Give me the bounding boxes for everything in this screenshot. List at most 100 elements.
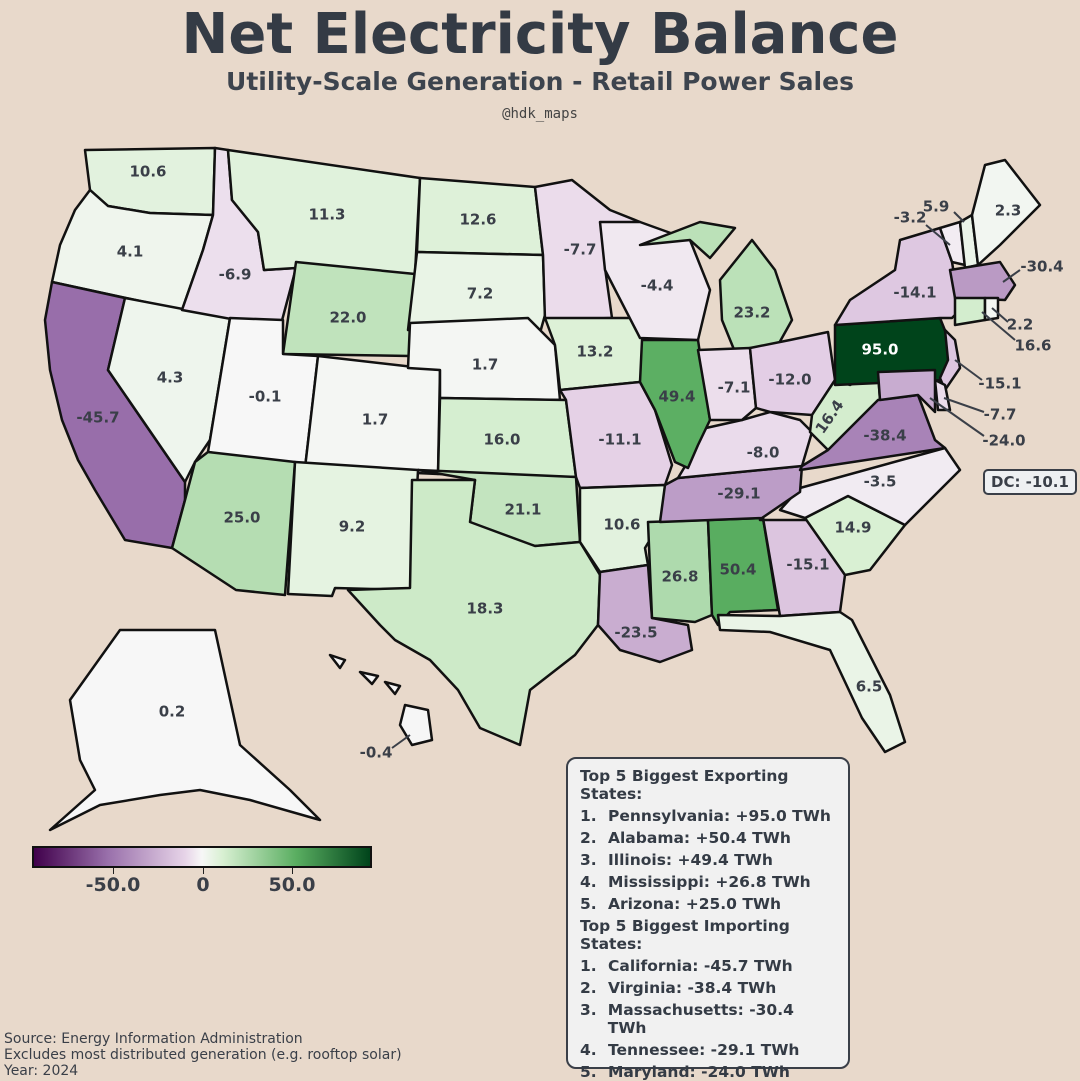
colorbar-tick-label: 50.0 [268,874,316,896]
state-nc [778,446,962,527]
exporter-row: 1. Pennsylvania: +95.0 TWh [580,807,831,825]
state-value-ri: 2.2 [1007,316,1034,334]
exporter-row: 2. Alabama: +50.4 TWh [580,829,791,847]
state-value-ut: -0.1 [249,388,282,406]
author-handle: @hdk_maps [502,106,578,122]
state-value-ar: 10.6 [603,516,640,534]
state-value-sc: 14.9 [834,519,871,537]
state-value-sd: 7.2 [467,285,494,303]
state-value-mo: -11.1 [598,431,641,449]
state-wi [598,220,712,342]
state-value-or: 4.1 [117,243,144,261]
state-ny [833,226,962,327]
exporter-row: 5. Arizona: +25.0 TWh [580,895,782,913]
exporter-row: 4. Mississippi: +26.8 TWh [580,873,811,891]
importer-row: 5. Maryland: -24.0 TWh [580,1063,790,1081]
state-ma [948,260,1017,302]
state-value-mn: -7.7 [564,241,597,259]
state-value-mi: 23.2 [733,304,770,322]
state-value-nm: 9.2 [339,518,366,536]
state-fl [716,610,907,754]
colorbar-tick [292,868,293,874]
leader-line-nj [954,359,983,381]
state-value-mt: 11.3 [308,206,345,224]
state-value-ok: 21.1 [504,501,541,519]
state-value-wi: -4.4 [641,277,674,295]
colorbar [32,846,372,868]
state-value-az: 25.0 [223,509,260,527]
state-value-id: -6.9 [219,266,252,284]
state-value-la: -23.5 [614,624,657,642]
year-text: Year: 2024 [4,1063,79,1079]
state-value-co: 1.7 [362,411,389,429]
state-value-ks: 16.0 [483,431,520,449]
state-de [933,378,952,412]
state-value-ny: -14.1 [893,284,936,302]
leader-line-ma [1002,269,1021,283]
state-value-ga: -15.1 [786,556,829,574]
state-ct [953,296,987,327]
state-value-nc: -3.5 [864,473,897,491]
state-value-hi: -0.4 [360,744,393,762]
state-value-nd: 12.6 [459,211,496,229]
source-note: Source: Energy Information Administratio… [4,1031,402,1079]
state-value-ak: 0.2 [159,703,186,721]
leader-line-ri [991,307,1009,323]
state-value-va: -38.4 [863,427,906,445]
state-value-in: -7.1 [718,379,751,397]
importer-row: 2. Virginia: -38.4 TWh [580,979,777,997]
state-tx [346,478,602,747]
state-value-al: 50.4 [719,561,756,579]
importer-row: 1. California: -45.7 TWh [580,957,793,975]
colorbar-tick [203,868,204,874]
state-value-ca: -45.7 [76,409,119,427]
colorbar-tick-label: 0 [196,874,210,896]
importers-title: Top 5 Biggest Importing States: [580,917,790,953]
state-value-oh: -12.0 [768,371,811,389]
state-value-wy: 22.0 [329,309,366,327]
state-value-tx: 18.3 [466,600,503,618]
source-text: Source: Energy Information Administratio… [4,1031,303,1047]
state-value-ne: 1.7 [472,356,499,374]
importer-row: 4. Tennessee: -29.1 TWh [580,1041,800,1059]
exporters-title: Top 5 Biggest Exporting States: [580,767,789,803]
state-mi [638,220,794,354]
leader-line-vt [925,224,951,246]
state-value-me: 2.3 [995,202,1022,220]
map-subtitle: Utility-Scale Generation - Retail Power … [226,67,854,96]
dc-label: DC: -10.1 [983,469,1077,495]
state-value-wa: 10.6 [129,163,166,181]
state-value-pa: 95.0 [861,341,898,359]
state-value-ma: -30.4 [1020,258,1063,276]
rankings-box: Top 5 Biggest Exporting States: 1. Pennsy… [566,757,850,1081]
state-in [696,346,758,422]
importer-row: 3. Massachusetts: -30.4 TWh [580,1001,794,1037]
state-md [876,368,937,414]
state-value-nj: -15.1 [978,375,1021,393]
leader-line-ct [981,311,1016,341]
state-value-fl: 6.5 [856,678,883,696]
state-value-tn: -29.1 [717,485,760,503]
state-value-ms: 26.8 [661,568,698,586]
state-value-ia: 13.2 [576,343,613,361]
state-value-de: -7.7 [984,406,1017,424]
state-value-nv: 4.3 [157,369,184,387]
leader-line-md [929,397,985,437]
state-hi [328,653,434,747]
colorbar-tick [113,868,114,874]
exporter-row: 3. Illinois: +49.4 TWh [580,851,773,869]
leader-line-nh [953,211,965,223]
colorbar-tick-label: -50.0 [85,874,141,896]
state-value-ct: 16.6 [1014,337,1051,355]
state-value-ky: -8.0 [747,444,780,462]
leader-line-hi [391,734,411,749]
state-value-nh: 5.9 [923,198,950,216]
map-title: Net Electricity Balance [181,2,899,67]
state-value-il: 49.4 [658,388,695,406]
distributed-note: Excludes most distributed generation (e.… [4,1047,402,1063]
state-value-vt: -3.2 [894,209,927,227]
leader-line-de [943,397,985,413]
state-value-md: -24.0 [982,432,1025,450]
state-ri [983,296,1000,322]
